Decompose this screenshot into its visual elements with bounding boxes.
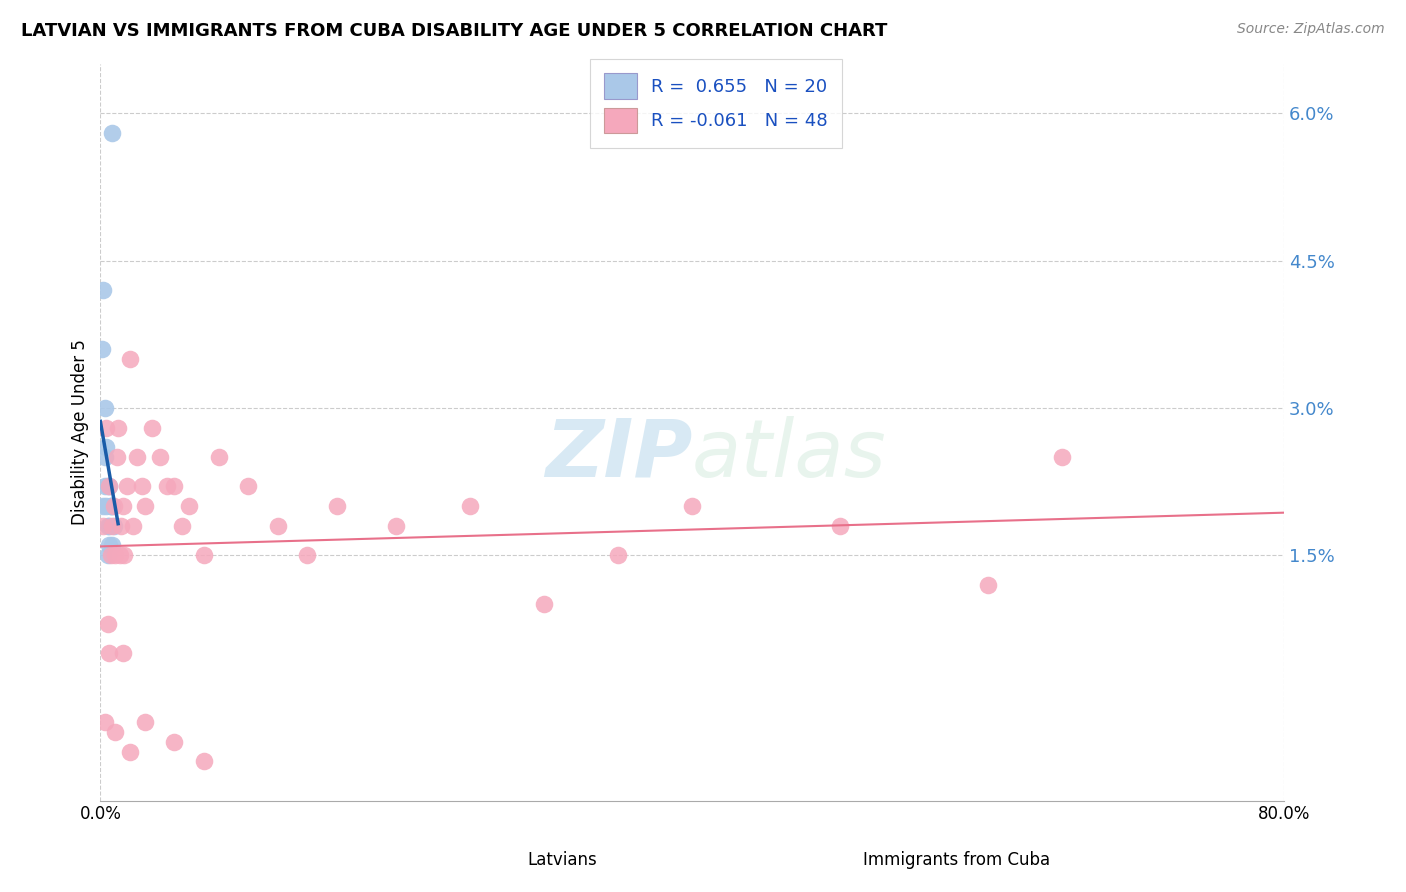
Point — [107, 420, 129, 434]
Point — [101, 126, 124, 140]
Point — [98, 538, 121, 552]
Point — [156, 479, 179, 493]
Point — [98, 479, 121, 493]
Point — [97, 548, 120, 562]
Point — [131, 479, 153, 493]
Point — [1050, 450, 1073, 464]
Point — [118, 351, 141, 366]
Point — [94, 715, 117, 730]
Point — [830, 518, 852, 533]
Point — [97, 479, 120, 493]
Point — [94, 401, 117, 415]
Point — [97, 616, 120, 631]
Point — [100, 499, 122, 513]
Point — [267, 518, 290, 533]
Text: Immigrants from Cuba: Immigrants from Cuba — [862, 851, 1050, 869]
Point — [238, 479, 260, 493]
Point — [94, 479, 117, 493]
Point — [105, 450, 128, 464]
Point — [100, 499, 122, 513]
Point — [101, 518, 124, 533]
Point — [179, 499, 201, 513]
Point — [208, 450, 231, 464]
Point — [134, 715, 156, 730]
Point — [91, 283, 114, 297]
Text: ZIP: ZIP — [544, 416, 692, 493]
Point — [122, 518, 145, 533]
Y-axis label: Disability Age Under 5: Disability Age Under 5 — [72, 340, 89, 525]
Point — [101, 538, 124, 552]
Point — [533, 597, 555, 611]
Point — [97, 518, 120, 533]
Point — [115, 479, 138, 493]
Point — [104, 548, 127, 562]
Point — [163, 479, 186, 493]
Text: Source: ZipAtlas.com: Source: ZipAtlas.com — [1237, 22, 1385, 37]
Point — [458, 499, 481, 513]
Point — [111, 499, 134, 513]
Text: Latvians: Latvians — [527, 851, 598, 869]
Point — [110, 518, 132, 533]
Point — [607, 548, 630, 562]
Point — [111, 646, 134, 660]
Point — [96, 440, 118, 454]
Point — [297, 548, 319, 562]
Point — [96, 420, 118, 434]
Legend: R =  0.655   N = 20, R = -0.061   N = 48: R = 0.655 N = 20, R = -0.061 N = 48 — [589, 59, 842, 147]
Point — [108, 548, 131, 562]
Point — [977, 577, 1000, 591]
Point — [101, 499, 124, 513]
Point — [112, 548, 135, 562]
Point — [193, 548, 215, 562]
Point — [98, 518, 121, 533]
Point — [104, 725, 127, 739]
Point — [385, 518, 408, 533]
Point — [103, 518, 125, 533]
Point — [90, 342, 112, 356]
Point — [103, 499, 125, 513]
Point — [100, 548, 122, 562]
Point — [134, 499, 156, 513]
Point — [193, 755, 215, 769]
Point — [96, 499, 118, 513]
Point — [98, 479, 121, 493]
Point — [148, 450, 170, 464]
Point — [141, 420, 163, 434]
Text: LATVIAN VS IMMIGRANTS FROM CUBA DISABILITY AGE UNDER 5 CORRELATION CHART: LATVIAN VS IMMIGRANTS FROM CUBA DISABILI… — [21, 22, 887, 40]
Point — [94, 450, 117, 464]
Point — [91, 499, 114, 513]
Point — [163, 735, 186, 749]
Point — [118, 745, 141, 759]
Point — [681, 499, 703, 513]
Point — [170, 518, 193, 533]
Point — [127, 450, 149, 464]
Text: atlas: atlas — [692, 416, 887, 493]
Point — [91, 518, 114, 533]
Point — [326, 499, 349, 513]
Point — [98, 646, 121, 660]
